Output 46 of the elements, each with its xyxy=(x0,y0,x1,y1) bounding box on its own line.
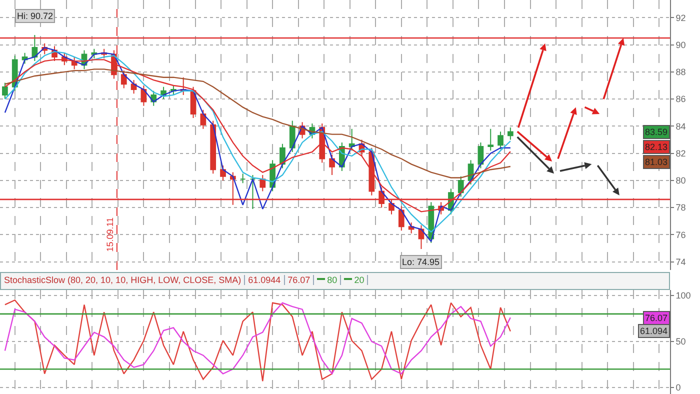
y-tick-label: 82 xyxy=(676,148,686,158)
candlestick xyxy=(398,206,404,232)
legend-label: 80 xyxy=(327,275,338,285)
candlestick xyxy=(120,70,127,89)
y-tick-label: 78 xyxy=(676,202,686,213)
candlestick xyxy=(458,176,464,198)
y-tick-label: 84 xyxy=(676,121,686,132)
candlestick xyxy=(140,84,147,106)
candlestick xyxy=(2,82,8,100)
candlestick xyxy=(508,127,514,140)
candlestick xyxy=(240,173,246,184)
y-tick-label: 50 xyxy=(676,336,686,347)
candlestick xyxy=(418,224,424,250)
chart-title: StochasticSlow (80, 20, 10, 10, HIGH, LOW, CLOSE, SMA) xyxy=(1,275,246,285)
text: 61.094 xyxy=(640,326,668,336)
candlestick xyxy=(220,165,226,181)
text: 83.59 xyxy=(645,127,668,137)
text: 76.07 xyxy=(645,313,668,323)
candlestick xyxy=(32,34,38,62)
y-tick-label: 74 xyxy=(676,257,686,268)
annotation: 15.09.11 xyxy=(105,217,116,252)
y-tick-label: 76 xyxy=(676,230,686,240)
text: 82.13 xyxy=(645,142,668,152)
candlestick xyxy=(488,128,494,152)
candlestick xyxy=(348,128,355,152)
y-tick-label: 92 xyxy=(676,12,686,23)
annotation: Hi: 90.72 xyxy=(17,11,54,21)
text: 81.03 xyxy=(645,157,668,167)
line-series xyxy=(4,68,512,178)
y-tick-label: 80 xyxy=(676,176,686,186)
candlestick xyxy=(329,154,335,176)
legend-label: 20 xyxy=(354,275,364,285)
candlestick xyxy=(280,143,286,169)
candlestick xyxy=(498,131,504,150)
y-tick-label: 86 xyxy=(676,94,686,104)
candlestick xyxy=(250,174,256,210)
candlestick xyxy=(289,120,296,152)
y-tick-label: 88 xyxy=(676,67,686,78)
text: 76.07 xyxy=(284,275,314,285)
candlestick xyxy=(210,120,216,174)
text: 61.0944 xyxy=(245,275,285,285)
y-tick-label: 0 xyxy=(676,382,681,393)
candlestick xyxy=(260,174,266,192)
annotation: Lo: 74.95 xyxy=(402,257,440,267)
y-tick-label: 100 xyxy=(676,290,691,301)
y-tick-label: 90 xyxy=(676,40,686,50)
